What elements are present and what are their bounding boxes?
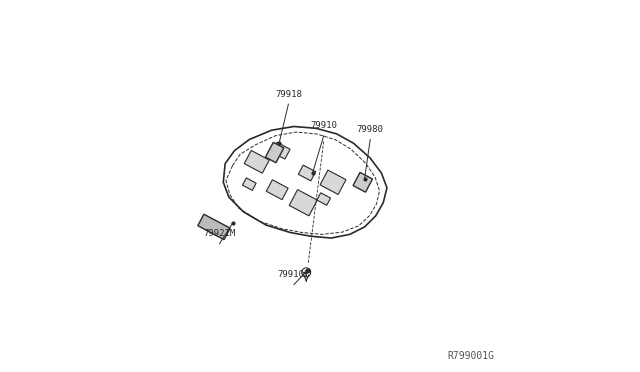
Text: 79910E: 79910E (278, 270, 310, 279)
Text: R799001G: R799001G (448, 351, 495, 361)
Polygon shape (317, 193, 331, 205)
Polygon shape (243, 178, 256, 190)
Polygon shape (266, 180, 288, 200)
Polygon shape (198, 214, 230, 240)
Polygon shape (272, 142, 290, 159)
Text: 79910: 79910 (310, 121, 337, 130)
Text: 79921M: 79921M (204, 229, 236, 238)
Polygon shape (266, 142, 284, 163)
Polygon shape (289, 190, 317, 216)
Polygon shape (298, 165, 316, 181)
Text: 79918: 79918 (275, 90, 302, 99)
Polygon shape (353, 172, 372, 192)
Polygon shape (320, 170, 346, 195)
Polygon shape (244, 150, 269, 173)
Text: 79980: 79980 (356, 125, 383, 134)
